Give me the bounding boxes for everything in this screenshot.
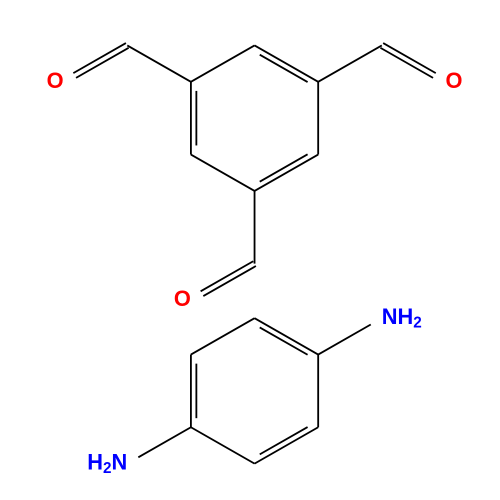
atom-label-o1: O bbox=[445, 68, 462, 93]
atom-label-o3: O bbox=[174, 286, 191, 311]
molecule-diagram: O O O NH2 H2N bbox=[0, 0, 500, 500]
labels-layer: O O O NH2 H2N bbox=[47, 68, 463, 478]
atom-label-o2: O bbox=[47, 68, 64, 93]
bonds-layer bbox=[73, 43, 435, 464]
atom-label-n2: H2N bbox=[87, 449, 127, 477]
atom-label-n1: NH2 bbox=[382, 304, 422, 332]
